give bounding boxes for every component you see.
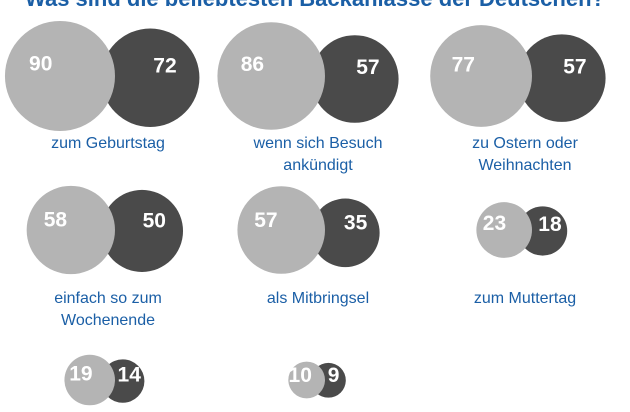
value-label: 77 [452,53,475,76]
value-circle-dark [518,34,606,122]
value-circle-light [4,20,115,132]
item-label: wenn sich Besuch [253,135,383,152]
value-label: 50 [143,210,166,233]
value-circle-light [288,361,325,399]
title: Was sind die beliebtesten Backanlässe de… [25,0,605,11]
value-label: 86 [241,53,264,76]
item-label: einfach so zum [54,290,162,307]
value-label: 35 [344,212,368,235]
value-circle-light [430,25,532,127]
value-circle-dark [518,206,568,256]
value-circle-light [26,185,115,275]
value-circle-light [476,202,532,258]
value-circle-light [237,186,325,274]
value-label: 23 [483,212,506,235]
value-circle-light [64,354,115,406]
value-label: 57 [356,56,379,79]
value-circle-dark [101,189,184,272]
value-circle-light [217,22,325,130]
item-label: als Mitbringsel [267,290,369,307]
value-label: 10 [289,364,312,387]
item-label: Weihnachten [478,157,571,174]
value-label: 58 [44,209,68,232]
value-label: 14 [118,364,142,387]
item-label: zum Muttertag [474,290,576,307]
value-label: 57 [254,209,277,232]
value-label: 9 [328,364,340,387]
item-label: Wochenende [61,312,155,329]
item-label: ankündigt [283,157,353,174]
item-label: zu Ostern oder [472,135,579,152]
value-circle-dark [101,28,200,127]
item-label: zum Geburtstag [51,135,165,152]
value-label: 72 [153,54,176,77]
value-circle-dark [311,35,399,123]
value-label: 57 [563,55,586,78]
value-label: 19 [69,362,92,385]
value-label: 18 [538,213,562,236]
value-circle-dark [311,198,380,268]
value-label: 90 [29,53,52,76]
